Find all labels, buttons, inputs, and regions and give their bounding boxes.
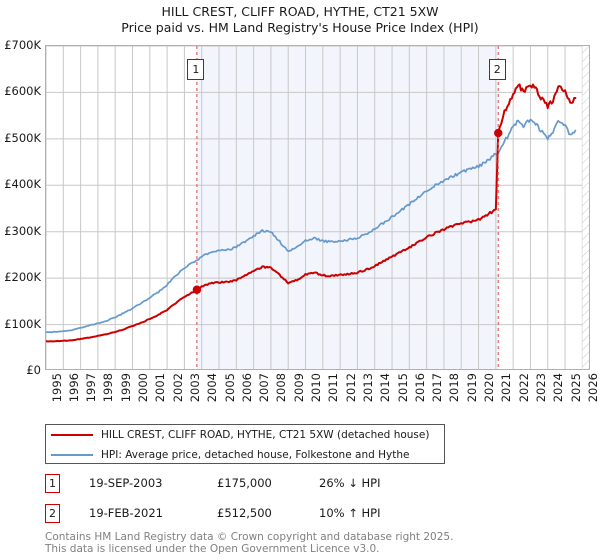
x-tick-label: 2000 xyxy=(136,373,150,403)
x-tick-label: 1999 xyxy=(118,373,133,403)
x-tick-label: 2017 xyxy=(430,373,445,403)
x-tick-label: 2005 xyxy=(222,373,237,403)
x-tick-label: 2019 xyxy=(464,373,479,403)
x-tick-label: 2018 xyxy=(447,373,462,403)
plot-area: 1 2 xyxy=(45,45,590,370)
x-tick-label: 2026 xyxy=(585,373,600,403)
ownership-span-shading xyxy=(196,46,499,369)
price-history-chart xyxy=(46,46,589,369)
sale-badge-2: 2 xyxy=(45,504,60,523)
x-tick-label: 2011 xyxy=(326,373,341,403)
sale-hpi-delta-2: 10% ↑ HPI xyxy=(319,506,381,520)
x-tick-label: 2009 xyxy=(291,373,306,403)
property-price-line xyxy=(46,83,577,343)
page-title: HILL CREST, CLIFF ROAD, HYTHE, CT21 5XW … xyxy=(0,4,600,36)
chart-title: HILL CREST, CLIFF ROAD, HYTHE, CT21 5XW xyxy=(161,4,439,19)
x-tick-label: 2013 xyxy=(360,373,375,403)
plot-frame xyxy=(45,45,590,370)
x-tick-label: 1995 xyxy=(49,373,64,403)
hpi-line xyxy=(46,118,577,334)
x-tick-label: 2003 xyxy=(187,373,202,403)
x-tick-label: 2006 xyxy=(239,373,254,403)
y-tick-label: £500K xyxy=(4,130,41,145)
sale-row-1[interactable]: 1 19-SEP-2003 £175,000 26% ↓ HPI xyxy=(45,474,465,494)
y-tick-label: £0 xyxy=(26,363,41,377)
sale-badge-1: 1 xyxy=(45,474,60,493)
sale-price-1: £175,000 xyxy=(217,476,272,490)
x-tick-label: 2007 xyxy=(257,373,272,403)
legend-label-hpi: HPI: Average price, detached house, Folk… xyxy=(101,449,410,461)
footer-line-copyright: Contains HM Land Registry data © Crown c… xyxy=(45,531,454,543)
x-tick-label: 2002 xyxy=(170,373,185,403)
legend-label-property: HILL CREST, CLIFF ROAD, HYTHE, CT21 5XW … xyxy=(101,429,430,441)
x-tick-label: 1998 xyxy=(101,373,116,403)
sale-marker-dot-2 xyxy=(494,128,503,138)
x-tick-label: 2008 xyxy=(274,373,289,403)
sale-marker-flag-1[interactable]: 1 xyxy=(187,59,205,80)
sale-date-2: 19-FEB-2021 xyxy=(89,506,163,520)
y-tick-label: £400K xyxy=(4,177,41,192)
y-tick-label: £100K xyxy=(4,316,41,331)
x-tick-label: 2020 xyxy=(482,373,497,403)
legend-item-hpi: HPI: Average price, detached house, Folk… xyxy=(46,445,444,465)
no-data-hatch xyxy=(582,46,589,369)
y-tick-label: £200K xyxy=(4,270,41,285)
x-tick-label: 2016 xyxy=(412,373,427,403)
legend-line-swatch-blue xyxy=(51,454,93,456)
x-tick-label: 2021 xyxy=(499,373,514,403)
x-tick-label: 2022 xyxy=(516,373,531,403)
sale-hpi-delta-1: 26% ↓ HPI xyxy=(319,476,381,490)
y-tick-label: £600K xyxy=(4,84,41,99)
x-tick-label: 2001 xyxy=(153,373,168,403)
x-tick-label: 2025 xyxy=(568,373,583,403)
footer-line-licence: This data is licensed under the Open Gov… xyxy=(45,543,380,555)
x-tick-label: 2012 xyxy=(343,373,358,403)
x-tick-label: 1996 xyxy=(66,373,81,403)
y-axis-labels: £0 £100K £200K £300K £400K £500K £600K £700K xyxy=(0,38,43,377)
x-tick-label: 2023 xyxy=(533,373,548,403)
x-tick-label: 2010 xyxy=(309,373,324,403)
sale-date-1: 19-SEP-2003 xyxy=(89,476,163,490)
legend-line-swatch-red xyxy=(51,434,93,436)
x-tick-label: 2015 xyxy=(395,373,410,403)
y-tick-label: £700K xyxy=(4,38,41,52)
x-tick-label: 2024 xyxy=(551,373,566,403)
x-axis-labels: 1995 1996 1997 1998 1999 2000 2001 2002 2003 2004… xyxy=(45,373,600,421)
x-tick-label: 2004 xyxy=(205,373,220,403)
sale-row-2[interactable]: 2 19-FEB-2021 £512,500 10% ↑ HPI xyxy=(45,504,465,524)
chart-legend: HILL CREST, CLIFF ROAD, HYTHE, CT21 5XW … xyxy=(45,424,445,464)
y-tick-label: £300K xyxy=(4,223,41,238)
chart-subtitle: Price paid vs. HM Land Registry's House … xyxy=(121,20,479,35)
x-tick-label: 1997 xyxy=(84,373,99,403)
legend-item-property: HILL CREST, CLIFF ROAD, HYTHE, CT21 5XW … xyxy=(46,425,444,445)
x-tick-label: 2014 xyxy=(378,373,393,403)
sale-price-2: £512,500 xyxy=(217,506,272,520)
sale-marker-dot-1 xyxy=(192,285,202,294)
sale-marker-flag-2[interactable]: 2 xyxy=(488,59,506,80)
footer-attribution: Contains HM Land Registry data © Crown c… xyxy=(45,531,585,555)
